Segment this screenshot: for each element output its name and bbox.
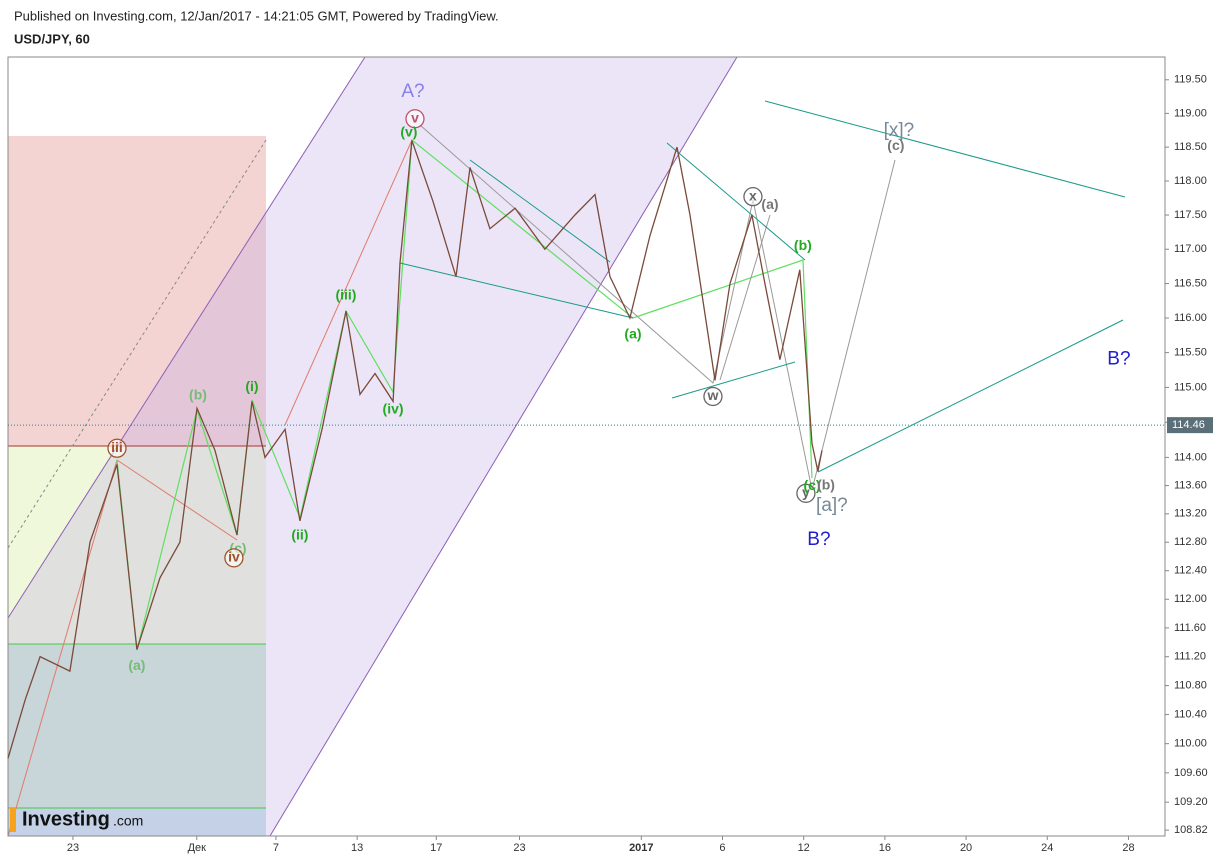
y-tick-label: 118.50: [1174, 141, 1207, 153]
wave-label: (iv): [383, 400, 404, 416]
wave-label: B?: [807, 529, 830, 550]
x-tick-label: 2017: [629, 842, 653, 854]
price-line: [7, 140, 823, 759]
last-price-label: 114.46: [1172, 419, 1205, 431]
target-zone: [8, 808, 266, 836]
y-tick-label: 108.82: [1174, 824, 1208, 836]
x-tick-label: 17: [430, 842, 442, 854]
wave-label: (a): [128, 657, 145, 673]
x-tick-label: 12: [798, 842, 810, 854]
target-zone: [8, 644, 266, 808]
y-tick-label: 112.00: [1174, 593, 1207, 605]
y-tick-label: 109.60: [1174, 767, 1208, 779]
channel: [8, 57, 737, 836]
x-tick-label: 20: [960, 842, 972, 854]
y-tick-label: 113.20: [1174, 508, 1207, 520]
wave-label: (a): [624, 325, 641, 341]
wave-circle: [743, 186, 763, 207]
x-tick-label: 7: [273, 842, 279, 854]
y-tick-label: 111.20: [1174, 651, 1206, 663]
logo-mark: [10, 808, 16, 832]
y-tick-label: 119.50: [1174, 74, 1207, 86]
y-tick-label: 110.80: [1174, 679, 1207, 691]
wave-label: (ii): [291, 527, 308, 543]
channel-line: [8, 57, 366, 619]
x-tick-label: 23: [67, 842, 79, 854]
wave-label: iv: [228, 549, 240, 565]
y-tick-label: 114.00: [1174, 451, 1207, 463]
wave-label: x: [749, 187, 757, 203]
channel-line: [269, 57, 738, 836]
x-tick-label: 24: [1041, 842, 1053, 854]
wave-circle: [703, 386, 723, 407]
y-tick-label: 110.00: [1174, 738, 1207, 750]
trend-lines: [399, 100, 1126, 473]
wave-label: (v): [400, 124, 417, 140]
wave-label: (c): [887, 137, 904, 153]
x-tick-label: 16: [879, 842, 891, 854]
x-tick-label: 23: [513, 842, 525, 854]
published-note: Published on Investing.com, 12/Jan/2017 …: [14, 8, 499, 23]
symbol-title: USD/JPY, 60: [14, 31, 90, 46]
logo-suffix: .com: [113, 813, 143, 829]
x-tick-label: 13: [351, 842, 363, 854]
y-tick-label: 115.00: [1174, 381, 1207, 393]
y-tick-label: 113.60: [1174, 479, 1207, 491]
wave-circle: [107, 438, 127, 458]
last-price-box: [1167, 417, 1213, 434]
y-tick-label: 116.00: [1174, 312, 1207, 324]
wave-line: [284, 139, 413, 426]
y-tick-label: 119.00: [1174, 107, 1207, 119]
wave-label: [a]?: [816, 495, 848, 516]
wave-label: (i): [245, 378, 258, 394]
wave-circle: [405, 109, 425, 129]
dashed-line: [8, 139, 267, 549]
x-tick-label: 28: [1122, 842, 1134, 854]
wave-label: (c): [803, 477, 820, 493]
logo-name: Investing: [22, 808, 110, 830]
y-tick-label: 109.20: [1174, 796, 1208, 808]
wave-label: iii: [111, 439, 123, 455]
wave-label: y: [802, 484, 810, 500]
wave-line: [719, 214, 771, 381]
y-tick-label: 116.50: [1174, 277, 1207, 289]
chart-layer: 108.82 109.20 109.60 110.00 110.40 110.80 111.…: [7, 74, 1213, 854]
wave-label: w: [707, 387, 719, 403]
x-tick-label: 6: [719, 842, 725, 854]
wave-circle: [796, 483, 816, 503]
y-tick-label: 117.50: [1174, 209, 1207, 221]
wave-label: A?: [401, 81, 424, 102]
x-tick-label: Дек: [188, 842, 207, 854]
wave-label: [x]?: [884, 120, 915, 141]
wave-label: (b): [794, 237, 812, 253]
risk-zone: [8, 136, 266, 446]
y-tick-label: 112.80: [1174, 536, 1207, 548]
wave-label: v: [411, 109, 419, 125]
y-tick-label: 118.00: [1174, 175, 1207, 187]
wave-label: (b): [817, 476, 835, 492]
drawings: [8, 57, 1126, 836]
wave-label: (b): [189, 386, 207, 402]
wave-label: B?: [1107, 349, 1130, 370]
y-tick-label: 112.40: [1174, 565, 1207, 577]
y-tick-label: 111.60: [1174, 622, 1206, 634]
wave-circle: [224, 548, 244, 568]
wave-line: [116, 138, 813, 651]
y-tick-label: 115.50: [1174, 347, 1207, 359]
y-tick-label: 110.40: [1174, 708, 1207, 720]
plot-frame: [7, 56, 1166, 837]
wave-label: (iii): [335, 287, 356, 303]
y-tick-label: 117.00: [1174, 243, 1207, 255]
wave-label: (a): [761, 196, 778, 212]
